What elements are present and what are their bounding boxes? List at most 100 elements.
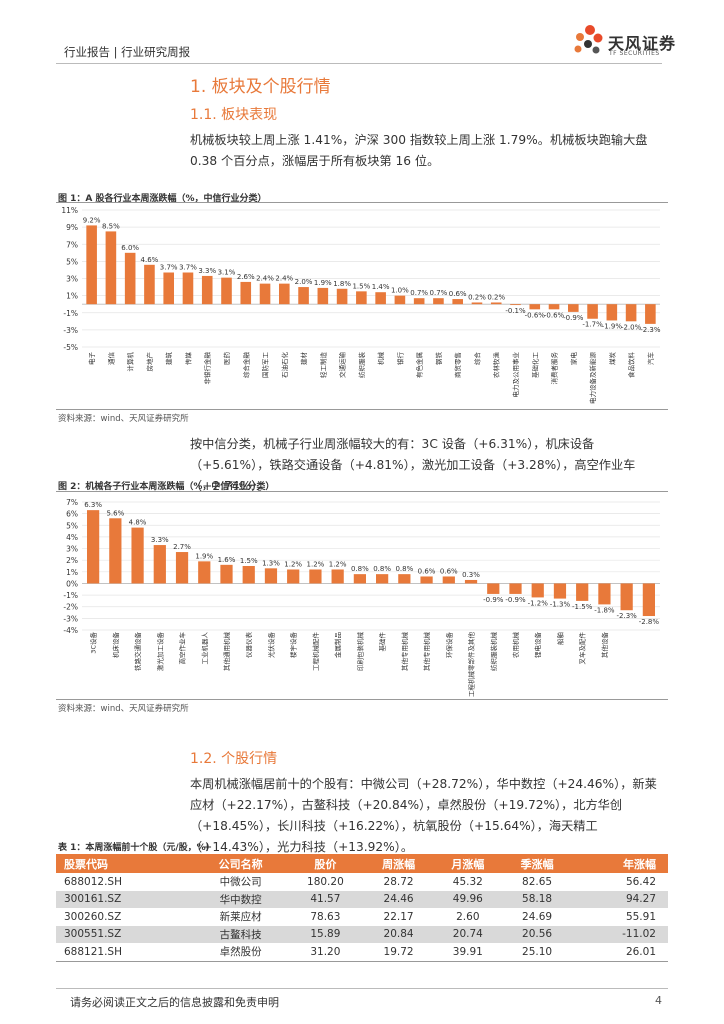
bar xyxy=(433,298,444,304)
top-stocks-table: 股票代码 公司名称 股价 周涨幅 月涨幅 季涨幅 年涨幅 688012.SH 中… xyxy=(56,854,668,962)
data-label: -1.9% xyxy=(602,322,623,330)
data-label: -2.3% xyxy=(640,326,661,334)
category-label: 商贸零售 xyxy=(453,352,462,378)
bar xyxy=(109,518,121,583)
table-header-cell: 股价 xyxy=(287,854,364,873)
bar xyxy=(240,282,251,304)
category-label: 建材 xyxy=(299,352,308,366)
table-cell: 688121.SH xyxy=(56,943,194,961)
bar xyxy=(176,552,188,583)
table-header-row: 股票代码 公司名称 股价 周涨幅 月涨幅 季涨幅 年涨幅 xyxy=(56,854,668,873)
category-label: 银行 xyxy=(395,352,404,366)
category-label: 电力及公用事业 xyxy=(511,352,520,398)
category-label: 农林牧渔 xyxy=(492,352,501,379)
bar xyxy=(576,583,588,600)
data-label: -0.9% xyxy=(505,596,526,604)
table-cell: 688012.SH xyxy=(56,873,194,891)
data-label: 1.2% xyxy=(329,560,347,568)
data-label: 0.6% xyxy=(418,567,436,575)
category-label: 食品饮料 xyxy=(627,352,636,379)
bar xyxy=(420,576,432,583)
y-tick-label: -2% xyxy=(63,603,78,612)
category-label: 环保设备 xyxy=(444,632,453,659)
table-cell: 20.56 xyxy=(502,926,571,944)
category-label: 金属制品 xyxy=(333,632,342,658)
figure1-chart: 11%9%7%5%3%1%-1%-3%-5%9.2%8.5%6.0%4.6%3.… xyxy=(56,202,668,408)
table-cell: 41.57 xyxy=(287,891,364,909)
data-label: -2.3% xyxy=(616,612,637,620)
bar xyxy=(309,569,321,583)
category-label: 煤炭 xyxy=(607,352,616,366)
table-cell: 58.18 xyxy=(502,891,571,909)
bar xyxy=(356,291,367,304)
bar xyxy=(621,583,633,610)
table-cell: 20.74 xyxy=(433,926,502,944)
figure2-source: 资料来源：wind、天风证券研究所 xyxy=(58,702,189,714)
data-label: 0.7% xyxy=(430,289,448,297)
category-label: 交通运输 xyxy=(338,352,347,379)
category-label: 印刷包装机械 xyxy=(355,632,364,672)
y-tick-label: 0% xyxy=(66,579,78,588)
data-label: 6.0% xyxy=(121,244,139,252)
table-cell: 56.42 xyxy=(572,873,668,891)
data-label: -0.6% xyxy=(525,311,546,319)
bar xyxy=(529,304,540,309)
category-label: 电子 xyxy=(87,352,96,366)
category-label: 非银行金融 xyxy=(203,352,212,385)
bar xyxy=(395,296,406,305)
y-tick-label: -4% xyxy=(63,626,78,635)
category-label: 其他专用机械 xyxy=(422,632,431,672)
category-label: 消费者服务 xyxy=(550,352,559,385)
data-label: 3.3% xyxy=(151,536,169,544)
data-label: 1.2% xyxy=(284,560,302,568)
table-cell: 26.01 xyxy=(572,943,668,961)
table-cell: 15.89 xyxy=(287,926,364,944)
data-label: 3.3% xyxy=(198,267,216,275)
bar xyxy=(86,225,97,304)
bar xyxy=(243,566,255,583)
y-tick-label: 7% xyxy=(66,498,78,507)
subsection-title-stocks: 1.2. 个股行情 xyxy=(190,748,277,768)
table-cell: 39.91 xyxy=(433,943,502,961)
y-tick-label: -1% xyxy=(63,591,78,600)
bar xyxy=(318,288,329,304)
bar xyxy=(472,302,483,304)
bar xyxy=(487,583,499,593)
category-label: 纺织服装机械 xyxy=(489,632,498,672)
category-label: 国防军工 xyxy=(261,352,270,379)
table-cell: 24.69 xyxy=(502,908,571,926)
table-row: 300260.SZ 新莱应材 78.63 22.17 2.60 24.69 55… xyxy=(56,908,668,926)
category-label: 工程机械零部件及其他 xyxy=(467,632,476,698)
bar xyxy=(265,568,277,583)
footer-divider xyxy=(56,988,668,989)
category-label: 其他设备 xyxy=(600,632,609,659)
category-label: 传媒 xyxy=(183,352,192,366)
table-cell: 25.10 xyxy=(502,943,571,961)
bar xyxy=(376,574,388,583)
data-label: 1.2% xyxy=(307,560,325,568)
data-label: -1.2% xyxy=(528,599,549,607)
bar xyxy=(465,580,477,583)
y-tick-label: -5% xyxy=(63,343,78,352)
data-label: 0.7% xyxy=(410,289,428,297)
category-label: 计算机 xyxy=(126,352,135,372)
bar xyxy=(443,576,455,583)
table-cell: 19.72 xyxy=(364,943,433,961)
data-label: 1.5% xyxy=(240,557,258,565)
table-header-cell: 周涨幅 xyxy=(364,854,433,873)
category-label: 其他专用机械 xyxy=(400,632,409,672)
bar xyxy=(183,273,194,305)
data-label: 1.9% xyxy=(195,552,213,560)
bar xyxy=(509,583,521,593)
y-tick-label: 3% xyxy=(66,545,78,554)
category-label: 其他通用机械 xyxy=(222,632,231,672)
data-label: -1.7% xyxy=(582,321,603,329)
data-label: 0.3% xyxy=(462,571,480,579)
y-tick-label: -1% xyxy=(63,309,78,318)
table-cell: 300260.SZ xyxy=(56,908,194,926)
table-cell: 45.32 xyxy=(433,873,502,891)
bar xyxy=(626,304,637,321)
table-cell: 古鳌科技 xyxy=(194,926,286,944)
data-label: 5.6% xyxy=(106,509,124,517)
data-label: 2.6% xyxy=(237,273,255,281)
